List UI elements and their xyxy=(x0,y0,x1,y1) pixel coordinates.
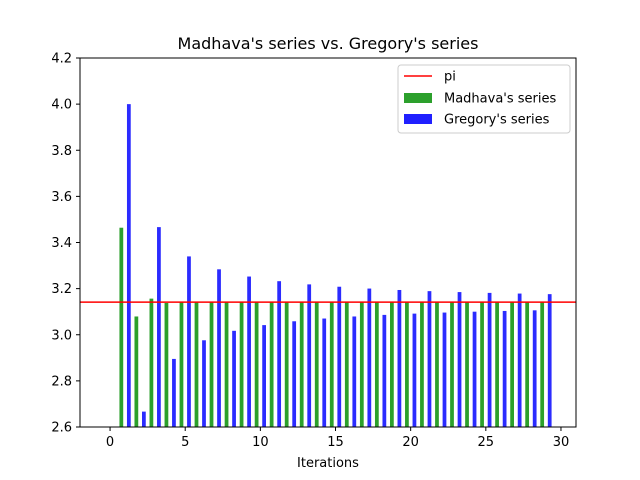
madhava-bar xyxy=(420,302,424,427)
y-tick-label: 3.8 xyxy=(51,144,72,159)
madhava-bar xyxy=(329,302,334,427)
y-tick-label: 4.2 xyxy=(51,52,72,67)
madhava-bar xyxy=(179,301,184,427)
madhava-bar xyxy=(480,302,484,427)
gregory-bar xyxy=(262,325,266,427)
madhava-bar xyxy=(405,302,409,427)
y-tick-label: 2.6 xyxy=(51,421,72,436)
gregory-bar xyxy=(547,294,552,427)
madhava-bar xyxy=(149,298,154,427)
x-axis-ticks: 0 5 10 15 20 25 30 xyxy=(106,427,569,450)
gregory-bar xyxy=(457,292,462,427)
madhava-bar xyxy=(209,302,214,427)
madhava-bar xyxy=(374,302,379,427)
gregory-bar xyxy=(487,292,492,427)
gregory-bar xyxy=(247,276,251,427)
madhava-bar xyxy=(450,302,454,427)
madhava-bar xyxy=(194,302,199,427)
gregory-bar xyxy=(517,293,522,427)
madhava-bar xyxy=(314,302,319,427)
gregory-bar xyxy=(427,291,432,427)
gregory-bar xyxy=(232,330,236,427)
legend-swatch-madhava xyxy=(404,93,432,103)
y-tick-label: 3.4 xyxy=(51,236,72,251)
legend-frame xyxy=(397,64,571,134)
y-tick-label: 2.8 xyxy=(51,374,72,389)
gregory-bar xyxy=(217,269,221,427)
madhava-bar xyxy=(435,302,439,427)
gregory-bar xyxy=(202,340,206,427)
gregory-bar xyxy=(126,104,131,427)
legend: pi Madhava's series Gregory's series xyxy=(397,64,571,134)
y-tick-label: 3.6 xyxy=(51,190,72,205)
madhava-bar xyxy=(510,302,514,427)
madhava-bar xyxy=(525,302,530,427)
gregory-bar xyxy=(352,316,357,427)
chart-title: Madhava's series vs. Gregory's series xyxy=(178,34,479,53)
x-tick-label: 15 xyxy=(327,435,344,450)
madhava-bar xyxy=(540,302,545,427)
madhava-bar xyxy=(164,302,169,427)
y-tick-label: 4.0 xyxy=(51,98,72,113)
y-tick-label: 3.0 xyxy=(51,328,72,343)
gregory-bar xyxy=(187,256,191,427)
gregory-bar xyxy=(142,411,146,427)
gregory-bar xyxy=(157,227,161,427)
x-tick-label: 25 xyxy=(478,435,495,450)
legend-label-pi: pi xyxy=(444,70,456,85)
bars-layer xyxy=(119,104,552,427)
madhava-bar xyxy=(344,302,349,427)
madhava-bar xyxy=(239,302,244,427)
y-axis-ticks: 2.6 2.8 3.0 3.2 3.4 3.6 3.8 4.0 4.2 xyxy=(51,52,80,436)
madhava-bar xyxy=(495,302,499,427)
gregory-bar xyxy=(322,318,327,427)
x-tick-label: 20 xyxy=(402,435,419,450)
gregory-bar xyxy=(292,321,297,427)
madhava-bar xyxy=(269,302,274,427)
legend-swatch-gregory xyxy=(404,114,432,124)
madhava-bar xyxy=(359,302,364,427)
x-tick-label: 0 xyxy=(106,435,114,450)
gregory-bar xyxy=(397,289,402,427)
gregory-bar xyxy=(532,310,537,427)
gregory-bar xyxy=(277,281,282,427)
gregory-bar xyxy=(337,286,342,427)
x-axis-label: Iterations xyxy=(297,456,359,471)
gregory-bar xyxy=(442,312,447,427)
madhava-bar xyxy=(134,316,139,427)
madhava-bar xyxy=(284,302,289,427)
x-tick-label: 10 xyxy=(252,435,269,450)
madhava-bar xyxy=(390,302,394,427)
legend-label-madhava: Madhava's series xyxy=(444,92,557,107)
gregory-bar xyxy=(502,310,507,427)
madhava-bar xyxy=(254,302,259,427)
legend-label-gregory: Gregory's series xyxy=(444,113,550,128)
madhava-bar xyxy=(119,227,124,427)
x-tick-label: 5 xyxy=(181,435,189,450)
gregory-bar xyxy=(172,358,176,427)
gregory-bar xyxy=(367,288,372,427)
y-tick-label: 3.2 xyxy=(51,282,72,297)
gregory-bar xyxy=(382,314,387,427)
x-tick-label: 30 xyxy=(553,435,570,450)
madhava-bar xyxy=(465,302,469,427)
gregory-bar xyxy=(307,284,312,427)
madhava-bar xyxy=(224,302,229,427)
gregory-bar xyxy=(412,313,417,427)
gregory-bar xyxy=(472,311,477,427)
madhava-bar xyxy=(299,302,304,427)
